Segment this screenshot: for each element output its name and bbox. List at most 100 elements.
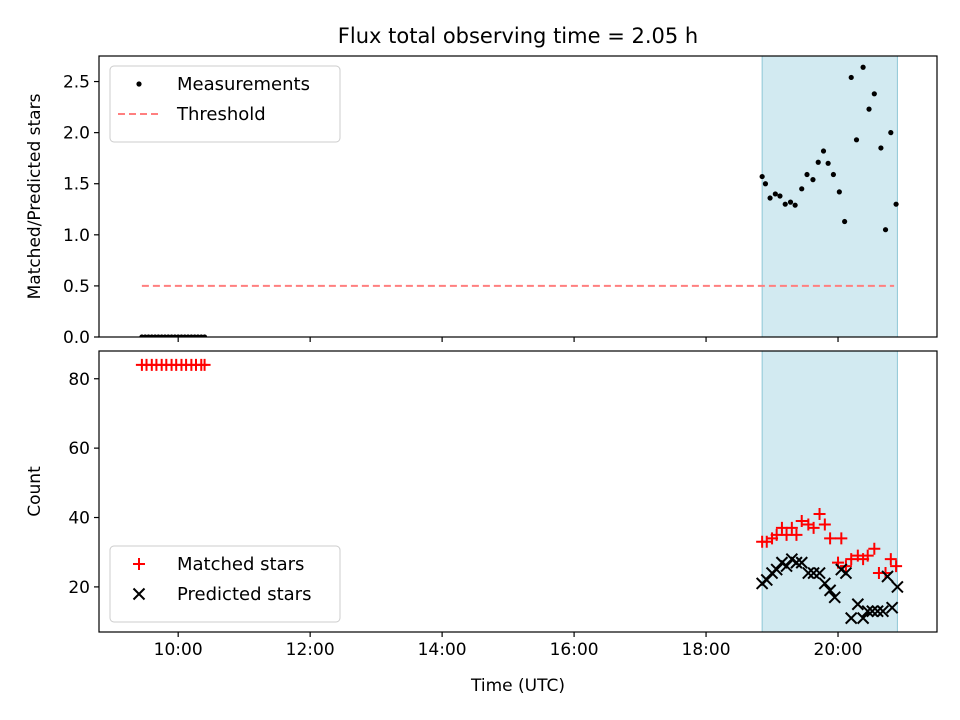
measurement-point bbox=[878, 145, 884, 151]
legend-entry-label: Measurements bbox=[177, 74, 310, 95]
predicted-star-point bbox=[839, 566, 853, 580]
predicted-star-point bbox=[891, 580, 904, 594]
matched-star-point bbox=[861, 549, 874, 562]
legend-measurement-swatch bbox=[136, 81, 142, 87]
y-axis-label: Matched/Predicted stars bbox=[25, 93, 45, 299]
measurement-point bbox=[825, 160, 831, 166]
x-tick-label: 12:00 bbox=[286, 640, 335, 660]
y-tick-label: 20 bbox=[68, 578, 90, 598]
legend-entry-label: Predicted stars bbox=[177, 584, 311, 605]
matched-star-point bbox=[884, 553, 897, 566]
legend-entry-label: Threshold bbox=[176, 104, 266, 125]
measurement-point bbox=[815, 159, 821, 165]
predicted-star-point bbox=[818, 577, 832, 590]
measurement-point bbox=[787, 199, 794, 205]
matched-star-point bbox=[845, 553, 858, 566]
measurement-point bbox=[759, 173, 765, 180]
matched-star-point bbox=[824, 532, 837, 545]
y-tick-label: 2.5 bbox=[63, 73, 90, 93]
matched-star-point bbox=[790, 528, 803, 541]
matched-star-point bbox=[868, 542, 881, 555]
predicted-star-point bbox=[760, 573, 773, 587]
predicted-star-point bbox=[770, 563, 783, 576]
panel-plot-area-1 bbox=[139, 56, 899, 337]
predicted-star-point bbox=[876, 604, 890, 618]
observing-window-shade bbox=[761, 56, 898, 337]
y-tick-label: 40 bbox=[68, 509, 90, 529]
predicted-star-point bbox=[866, 604, 879, 618]
measurement-point bbox=[871, 91, 877, 97]
panel-frame-2 bbox=[98, 350, 938, 633]
measurement-point bbox=[893, 201, 899, 207]
predicted-star-point bbox=[885, 601, 899, 614]
x-tick-label: 10:00 bbox=[154, 640, 203, 660]
measurement-point bbox=[848, 74, 854, 81]
measurement-point bbox=[882, 227, 889, 233]
measurement-point bbox=[830, 171, 837, 178]
matched-star-point bbox=[785, 521, 798, 534]
predicted-star-point bbox=[780, 559, 793, 573]
predicted-star-point bbox=[790, 556, 803, 569]
measurement-point bbox=[820, 148, 827, 154]
matched-star-point bbox=[835, 532, 848, 545]
measurement-point bbox=[772, 191, 778, 197]
legend-1: Measurements Threshold bbox=[109, 65, 341, 143]
y-tick-label: 60 bbox=[68, 439, 90, 459]
y-axis-label: Count bbox=[25, 466, 45, 517]
predicted-star-point bbox=[802, 566, 815, 580]
legend-matched-swatch bbox=[133, 558, 145, 570]
x-tick-label: 20:00 bbox=[814, 640, 863, 660]
x-axis-label: Time (UTC) bbox=[470, 676, 565, 696]
predicted-star-point bbox=[881, 570, 894, 583]
measurement-point bbox=[792, 202, 798, 208]
measurement-point bbox=[836, 189, 842, 195]
measurement-point bbox=[767, 195, 773, 201]
measurement-point bbox=[888, 130, 894, 136]
legend-predicted-swatch bbox=[132, 587, 146, 601]
y-tick-label: 1.0 bbox=[63, 226, 90, 246]
predicted-star-point bbox=[828, 591, 841, 604]
observing-window-shade bbox=[761, 351, 898, 632]
y-tick-label: 1.5 bbox=[63, 175, 90, 195]
panel-frame-1 bbox=[98, 55, 938, 338]
predicted-star-point bbox=[861, 604, 874, 618]
legend-box bbox=[109, 65, 341, 143]
matched-star-point bbox=[198, 358, 211, 371]
measurement-point bbox=[842, 218, 848, 225]
legend-2: Matched stars Predicted stars bbox=[109, 545, 341, 623]
measurement-point bbox=[201, 334, 208, 337]
predicted-star-point bbox=[813, 566, 826, 580]
matched-star-point bbox=[879, 567, 892, 580]
x-tick-label: 18:00 bbox=[682, 640, 731, 660]
y-tick-label: 80 bbox=[68, 370, 90, 390]
matched-star-point bbox=[890, 560, 903, 573]
predicted-star-point bbox=[845, 611, 858, 625]
predicted-star-point bbox=[823, 584, 837, 597]
predicted-star-point bbox=[871, 604, 884, 618]
matched-star-point bbox=[813, 508, 826, 521]
x-tick-label: 14:00 bbox=[418, 640, 467, 660]
predicted-star-point bbox=[856, 611, 870, 625]
legend-entry-label: Matched stars bbox=[177, 554, 304, 575]
matched-star-point bbox=[807, 521, 820, 534]
x-tick-label: 16:00 bbox=[550, 640, 599, 660]
y-tick-label: 0.5 bbox=[63, 277, 90, 297]
measurement-point bbox=[804, 171, 810, 178]
measurement-point bbox=[860, 64, 866, 70]
measurement-point bbox=[762, 181, 769, 187]
panel-plot-area-2 bbox=[135, 351, 904, 632]
measurement-point bbox=[799, 186, 805, 192]
measurement-point bbox=[782, 201, 788, 207]
measurement-point bbox=[866, 106, 872, 112]
y-tick-label: 2.0 bbox=[63, 124, 90, 144]
measurement-point bbox=[777, 193, 783, 199]
y-tick-label: 0.0 bbox=[63, 328, 90, 348]
matched-star-point bbox=[818, 518, 831, 531]
measurement-point bbox=[853, 137, 860, 143]
predicted-star-point bbox=[795, 556, 808, 569]
legend-box bbox=[109, 545, 341, 623]
measurement-point bbox=[810, 177, 816, 183]
chart-title: Flux total observing time = 2.05 h bbox=[338, 24, 698, 48]
matched-star-point bbox=[795, 514, 808, 527]
